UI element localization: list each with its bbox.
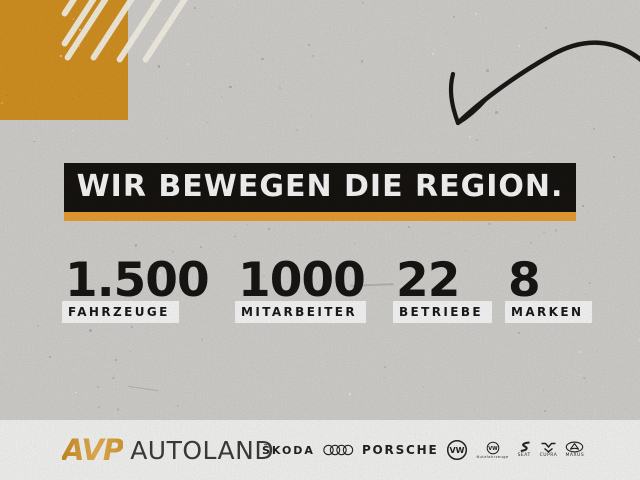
maxus-glyph-icon xyxy=(566,441,584,453)
stat-label: BETRIEBE xyxy=(393,301,492,323)
cupra-caption: CUPRA xyxy=(539,452,558,458)
seat-caption: SEAT xyxy=(517,453,531,459)
stat-fahrzeuge: 1.500 FAHRZEUGE xyxy=(62,253,210,323)
avp-wordmark: AVP xyxy=(62,432,124,467)
seat-s-icon xyxy=(520,441,530,453)
cupra-glyph-icon xyxy=(541,442,556,453)
footer-bar: AVP AUTOLAND ŠKODA PORSCHE VW VW xyxy=(0,420,640,480)
stat-label: MARKEN xyxy=(505,301,593,323)
stat-marken: 8 MARKEN xyxy=(505,253,593,323)
stat-label: MITARBEITER xyxy=(235,301,367,323)
stat-value: 1.500 xyxy=(65,253,210,308)
stat-betriebe: 22 BETRIEBE xyxy=(393,253,492,323)
stat-value: 8 xyxy=(508,253,541,308)
skoda-wordmark: ŠKODA xyxy=(262,443,315,457)
headline-banner: WIR BEWEGEN DIE REGION. xyxy=(64,163,576,212)
vw-nutzfahrzeuge-caption: Nutzfahrzeuge xyxy=(476,454,509,459)
brand-logo-strip: ŠKODA PORSCHE VW VW Nutzfahrzeuge xyxy=(262,420,584,480)
headline-text: WIR BEWEGEN DIE REGION. xyxy=(76,168,564,204)
maxus-logo: MAXUS xyxy=(565,441,584,459)
audi-rings-icon xyxy=(323,444,354,456)
vw-logo-icon: VW xyxy=(447,439,468,461)
cupra-logo: CUPRA xyxy=(540,442,558,459)
vw-letters: VW xyxy=(488,446,498,452)
stat-value: 22 xyxy=(396,253,460,308)
seat-logo: SEAT xyxy=(517,441,532,459)
autoland-wordmark: AUTOLAND xyxy=(130,435,275,465)
stat-mitarbeiter: 1000 MITARBEITER xyxy=(235,253,367,323)
vw-small-icon: VW xyxy=(486,441,499,455)
maxus-caption: MAXUS xyxy=(565,453,585,459)
porsche-wordmark: PORSCHE xyxy=(361,443,439,457)
banner-underline xyxy=(64,212,576,221)
vw-letters: VW xyxy=(450,446,465,455)
avp-autoland-logo: AVP AUTOLAND xyxy=(62,420,274,480)
stat-value: 1000 xyxy=(238,253,366,308)
stat-label: FAHRZEUGE xyxy=(62,301,179,323)
vw-nutzfahrzeuge-logo: VW Nutzfahrzeuge xyxy=(476,441,508,460)
